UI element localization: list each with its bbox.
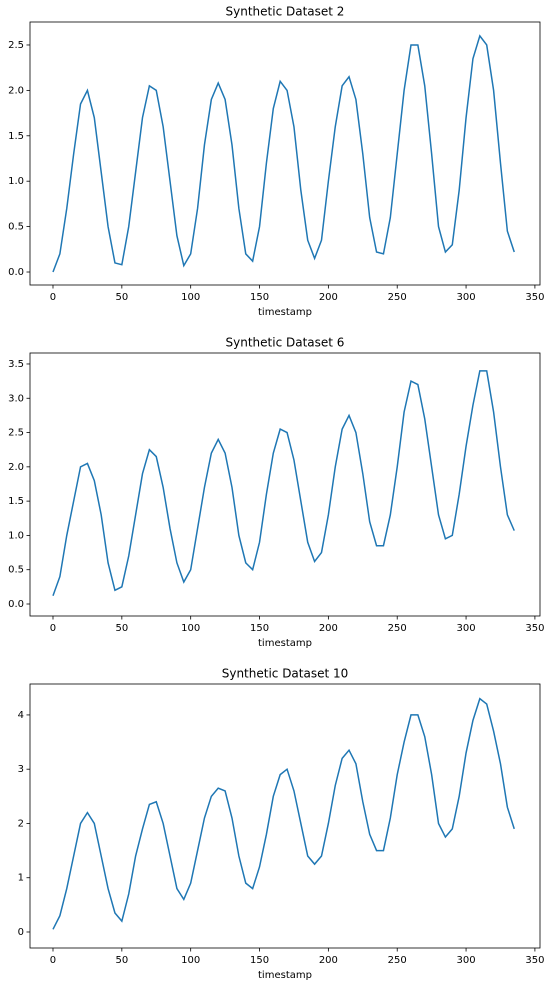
y-tick-label: 3.5 bbox=[8, 359, 24, 370]
x-tick-label: 0 bbox=[50, 955, 56, 966]
y-tick-label: 1.0 bbox=[8, 176, 24, 187]
x-axis-label: timestamp bbox=[258, 307, 312, 318]
x-tick-label: 200 bbox=[319, 623, 338, 634]
x-tick-label: 250 bbox=[388, 292, 407, 303]
y-tick-label: 2.5 bbox=[8, 428, 24, 439]
chart-title: Synthetic Dataset 6 bbox=[226, 336, 345, 350]
x-tick-label: 300 bbox=[457, 623, 476, 634]
x-axis-label: timestamp bbox=[258, 638, 312, 649]
data-line bbox=[52, 34, 515, 273]
y-tick-label: 1 bbox=[18, 873, 24, 884]
y-tick-label: 3 bbox=[18, 764, 24, 775]
x-tick-label: 250 bbox=[388, 623, 407, 634]
y-tick-label: 2.0 bbox=[8, 85, 24, 96]
y-tick-label: 4 bbox=[18, 710, 24, 721]
x-tick-label: 100 bbox=[181, 623, 200, 634]
y-tick-label: 0 bbox=[18, 927, 24, 938]
x-tick-label: 300 bbox=[457, 955, 476, 966]
x-tick-label: 150 bbox=[250, 955, 269, 966]
y-tick-label: 1.0 bbox=[8, 530, 24, 541]
x-tick-label: 350 bbox=[525, 623, 544, 634]
x-tick-label: 50 bbox=[115, 623, 128, 634]
x-tick-label: 50 bbox=[115, 955, 128, 966]
plot-frame bbox=[29, 683, 541, 949]
y-tick-label: 0.5 bbox=[8, 565, 24, 576]
chart-title: Synthetic Dataset 2 bbox=[226, 5, 345, 19]
x-tick-label: 100 bbox=[181, 292, 200, 303]
plot-frame bbox=[29, 21, 541, 286]
x-tick-label: 350 bbox=[525, 955, 544, 966]
x-tick-label: 200 bbox=[319, 292, 338, 303]
x-tick-label: 150 bbox=[250, 623, 269, 634]
y-tick-label: 1.5 bbox=[8, 496, 24, 507]
data-line bbox=[52, 697, 515, 930]
x-tick-label: 300 bbox=[457, 292, 476, 303]
y-tick-label: 1.5 bbox=[8, 131, 24, 142]
y-tick-label: 2.0 bbox=[8, 462, 24, 473]
x-tick-label: 0 bbox=[50, 292, 56, 303]
y-tick-label: 0.0 bbox=[8, 267, 24, 278]
y-tick-label: 3.0 bbox=[8, 393, 24, 404]
chart-title: Synthetic Dataset 10 bbox=[222, 667, 349, 681]
x-axis-label: timestamp bbox=[258, 970, 312, 981]
x-tick-label: 0 bbox=[50, 623, 56, 634]
data-line bbox=[52, 370, 515, 597]
x-tick-label: 200 bbox=[319, 955, 338, 966]
y-tick-label: 0.5 bbox=[8, 222, 24, 233]
y-tick-label: 2 bbox=[18, 818, 24, 829]
x-tick-label: 350 bbox=[525, 292, 544, 303]
x-tick-label: 50 bbox=[115, 292, 128, 303]
plot-frame bbox=[29, 352, 541, 617]
y-tick-label: 2.5 bbox=[8, 40, 24, 51]
x-tick-label: 100 bbox=[181, 955, 200, 966]
y-tick-label: 0.0 bbox=[8, 599, 24, 610]
x-tick-label: 250 bbox=[388, 955, 407, 966]
x-tick-label: 150 bbox=[250, 292, 269, 303]
